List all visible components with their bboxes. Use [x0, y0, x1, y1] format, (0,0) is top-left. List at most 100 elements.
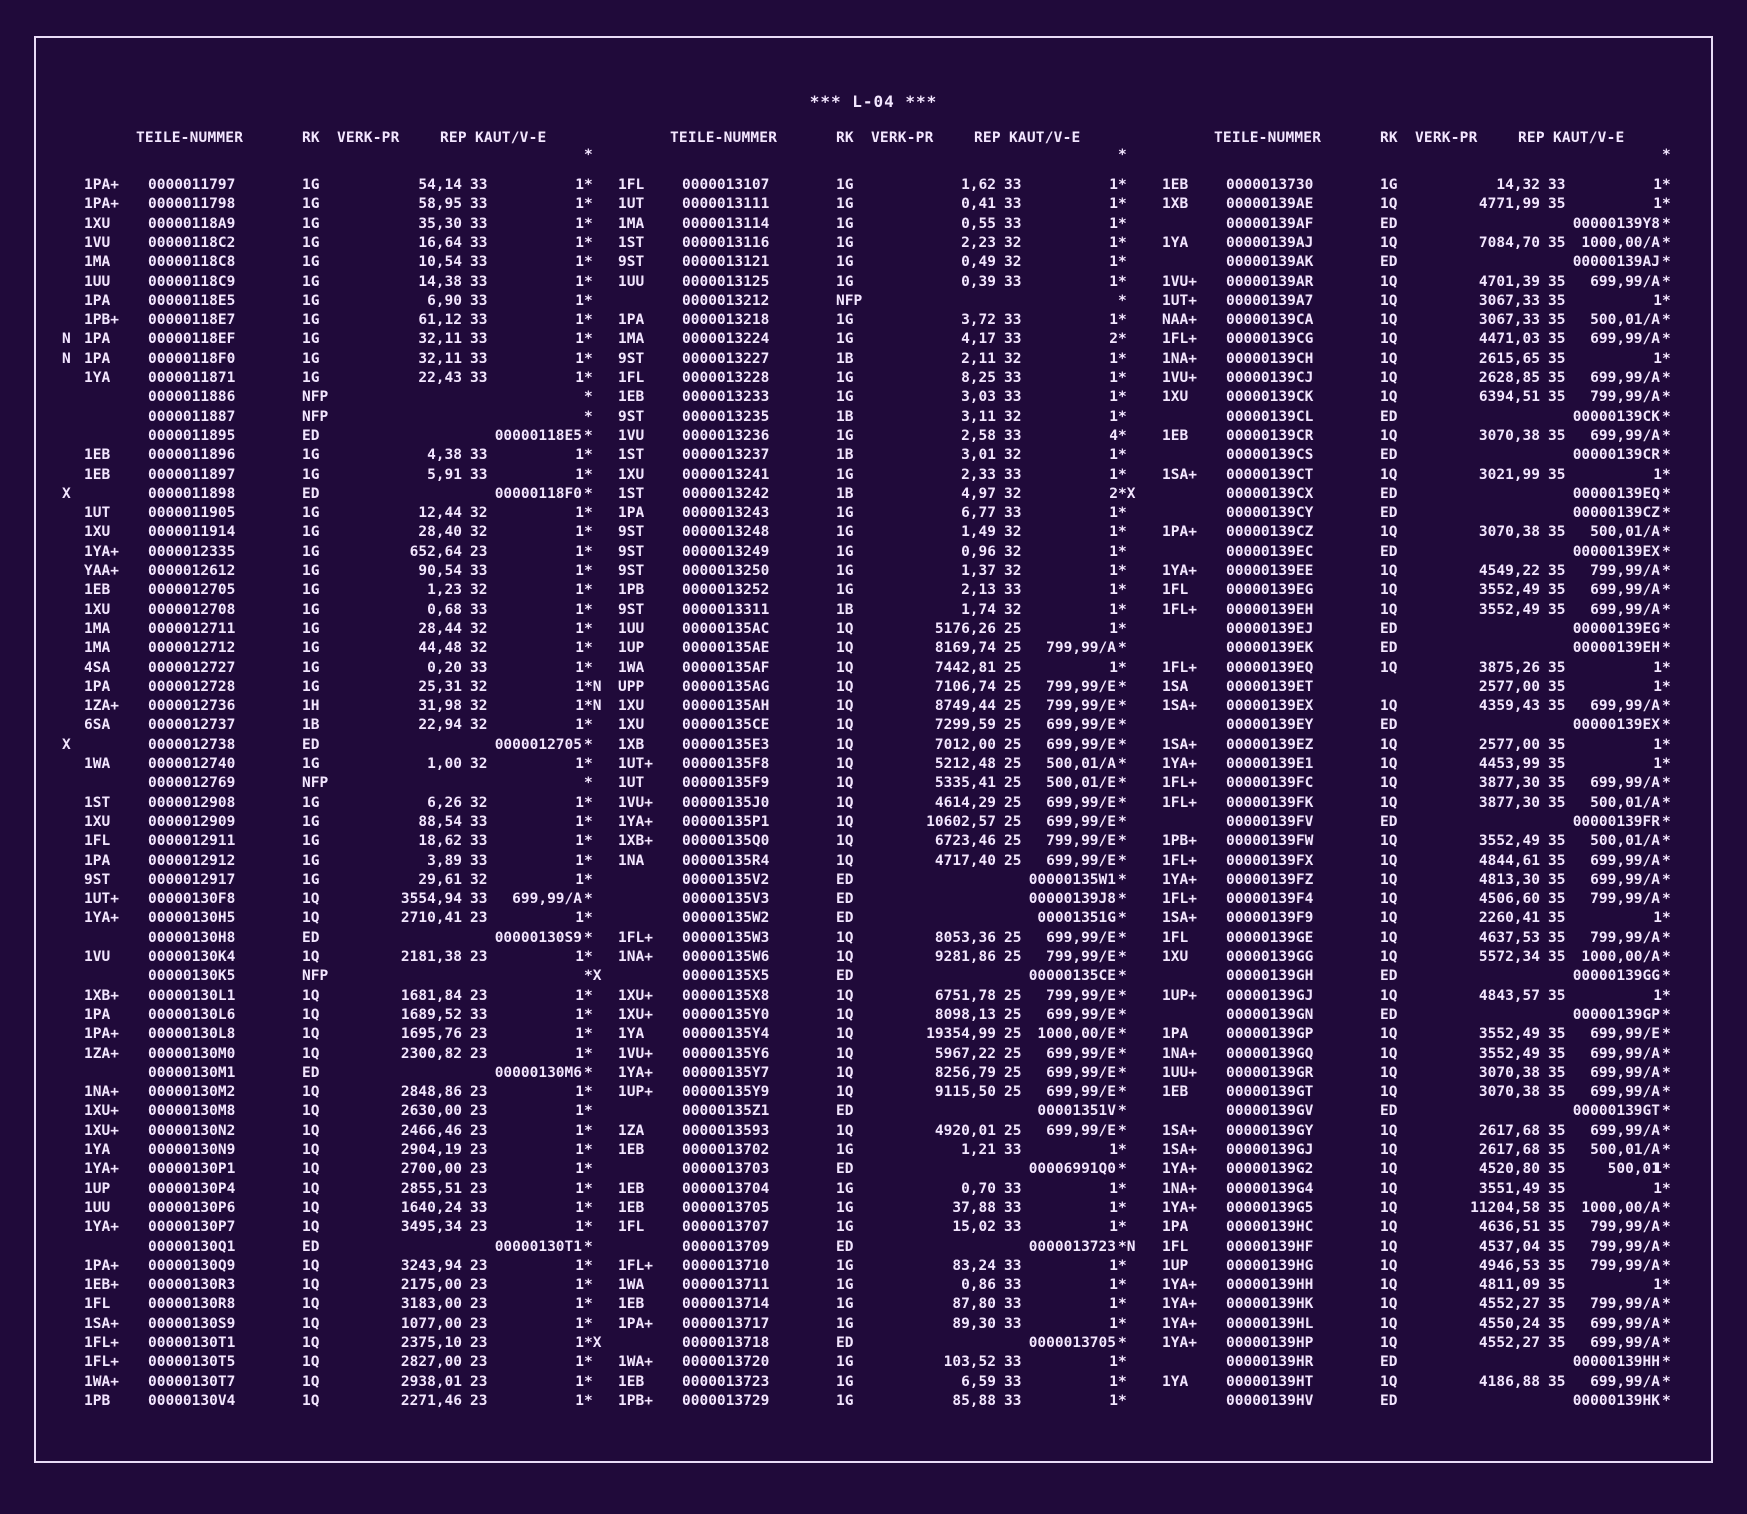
type-code: NAA+ — [1162, 312, 1197, 329]
type-code: 1FL+ — [1162, 659, 1197, 676]
part-number: 00000139CZ — [1226, 524, 1314, 541]
kaut-value: 500,01/A — [1590, 1142, 1660, 1158]
price: 6394,51 — [1478, 389, 1540, 406]
ve-marker: 1* — [1109, 1142, 1127, 1158]
table-row: 1YA 00000135Y4 1Q 19354,99 25 1000,00/E * — [596, 1025, 1156, 1044]
rk-code: ED — [1380, 640, 1398, 657]
table-row: 1VU+ 00000135J0 1Q 4614,29 25 699,99/E * — [596, 794, 1156, 813]
price: 7106,74 — [934, 678, 996, 695]
kaut-value: 799,99/A — [1590, 389, 1660, 406]
rk-code: 1G — [302, 582, 320, 599]
type-code: 1EB — [618, 1199, 645, 1216]
table-row: 1FL 00000139GE 1Q 4637,53 35 799,99/A * — [1140, 929, 1700, 948]
price: 0,41 — [961, 196, 996, 213]
table-row: 00000135W2 ED 00001351G * — [596, 909, 1156, 928]
table-row: 1YA 00000139HT 1Q 4186,88 35 699,99/A * — [1140, 1373, 1700, 1392]
rk-code: 1G — [302, 563, 320, 579]
ve-marker: * — [1118, 1103, 1127, 1120]
price: 6,90 — [427, 292, 462, 309]
rk-code: 1Q — [302, 891, 320, 908]
rep-code: 33 — [1004, 505, 1022, 522]
rep-code: 35 — [1548, 370, 1566, 386]
price: 6,77 — [961, 505, 996, 522]
rep-code: 25 — [1004, 852, 1022, 869]
table-row: 1XU 0000012909 1G 88,54 33 1* — [62, 813, 622, 832]
table-row: 1YA+ 00000130H5 1Q 2710,41 23 1* — [62, 909, 622, 928]
price: 0,70 — [961, 1180, 996, 1197]
rk-code: ED — [1380, 1103, 1398, 1120]
table-row: 1YA+ 00000130P1 1Q 2700,00 23 1* — [62, 1160, 622, 1179]
ve-marker: 1* — [575, 1180, 593, 1197]
rk-code: 1G — [836, 1257, 854, 1274]
table-row: 1UT 00000135F9 1Q 5335,41 25 500,01/E * — [596, 774, 1156, 793]
rep-code: 32 — [1004, 563, 1022, 579]
table-row: 1EB 0000013705 1G 37,88 33 1* — [596, 1199, 1156, 1218]
rk-code: ED — [1380, 408, 1398, 425]
price: 3551,49 — [1478, 1180, 1540, 1197]
table-row: 1VU+ 00000139CJ 1Q 2628,85 35 699,99/A * — [1140, 369, 1700, 388]
part-number: 00000139GP — [1226, 1026, 1314, 1043]
kaut-value: 1000,00/A — [1581, 234, 1660, 251]
rep-code: 33 — [1004, 1354, 1022, 1371]
type-code: 1NA — [618, 852, 645, 869]
rk-code: 1Q — [1380, 1064, 1398, 1081]
kaut-value: 699,99/E — [1046, 1122, 1116, 1139]
rep-code: 23 — [470, 1315, 488, 1332]
type-code: 1FL — [618, 1219, 645, 1236]
header-kaut: KAUT/V-E — [1009, 130, 1081, 146]
type-code: 1MA — [84, 620, 111, 637]
ve-marker: 1* — [575, 871, 593, 888]
table-row: 1FL 0000013107 1G 1,62 33 1* — [596, 176, 1156, 195]
table-row: 00000139GN ED 00000139GP * — [1140, 1006, 1700, 1025]
price: 1,62 — [961, 177, 996, 193]
type-code: 1YA+ — [1162, 1296, 1197, 1313]
type-code: 1ZA+ — [84, 698, 119, 715]
ve-marker: * — [1662, 620, 1671, 637]
table-row: 00000135V2 ED 00000135W1 * — [596, 871, 1156, 890]
ve-marker: 1* — [1109, 370, 1127, 386]
kaut-value: 500,01/A — [1590, 794, 1660, 811]
kaut-value: 799,99/A — [1046, 640, 1116, 657]
rep-code: 32 — [1004, 447, 1022, 464]
type-code: 1ST — [618, 447, 645, 464]
rk-code: 1G — [302, 813, 320, 830]
ve-marker: * — [1118, 813, 1127, 830]
rk-code: 1Q — [836, 717, 854, 734]
part-number: 0000012917 — [148, 871, 236, 888]
rk-code: 1Q — [1380, 1045, 1398, 1062]
part-number: 00000135W3 — [682, 929, 770, 946]
rep-code: 33 — [470, 466, 488, 483]
table-row: 1MA 00000118C8 1G 10,54 33 1* — [62, 253, 622, 272]
ve-marker: 1* — [575, 543, 593, 560]
table-row: 1MA 0000012711 1G 28,44 32 1* — [62, 620, 622, 639]
ve-marker: 1* — [1109, 1373, 1127, 1390]
ve-marker: * — [1662, 312, 1671, 329]
rk-code: 1G — [302, 370, 320, 386]
rep-code: 35 — [1548, 794, 1566, 811]
rk-code: 1G — [302, 640, 320, 657]
type-code: 1PB+ — [618, 1392, 653, 1409]
price: 1689,52 — [400, 1006, 462, 1023]
rk-code: 1G — [836, 1142, 854, 1158]
rk-code: 1G — [302, 466, 320, 483]
header-rk: RK — [1380, 130, 1398, 146]
printout-frame — [34, 36, 1713, 1463]
rep-code: 32 — [1004, 543, 1022, 560]
rep-code: 23 — [470, 1103, 488, 1120]
rep-code: 35 — [1548, 1257, 1566, 1274]
kaut-value: 00000135W1 — [1028, 871, 1116, 888]
row-flag: X — [62, 736, 71, 753]
part-number: 00000130K4 — [148, 949, 236, 965]
ve-marker: 1* — [1109, 1392, 1127, 1409]
ve-marker: 2* — [1109, 331, 1127, 348]
type-code: 1PA — [618, 505, 645, 522]
type-code: 1SA — [1162, 678, 1189, 695]
type-code: 9ST — [618, 350, 645, 367]
part-number: 00000139HG — [1226, 1257, 1314, 1274]
ve-marker: 1* — [1653, 1277, 1671, 1294]
kaut-value: 00000139CZ — [1572, 505, 1660, 522]
ve-marker: 1* — [575, 466, 593, 483]
type-code: 9ST — [618, 543, 645, 560]
part-number: 0000012711 — [148, 620, 236, 637]
price: 4453,99 — [1478, 756, 1540, 772]
